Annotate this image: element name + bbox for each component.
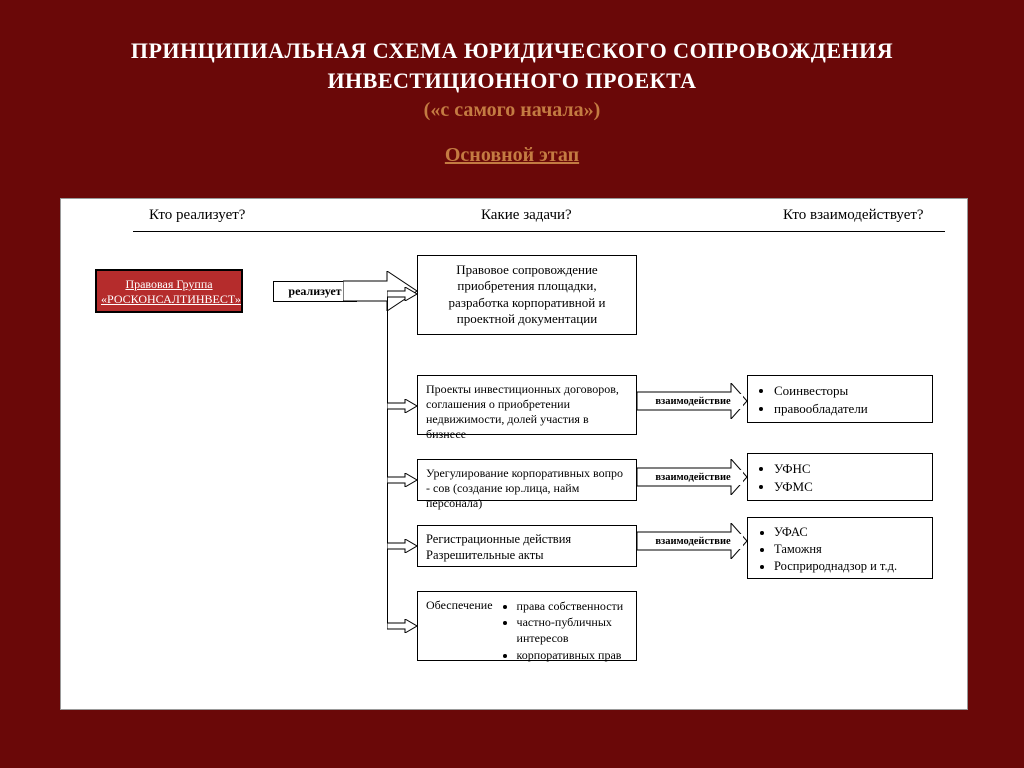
org-line1: Правовая Группа <box>125 277 212 291</box>
col-tasks: Какие задачи? <box>481 207 572 224</box>
twig-5 <box>387 619 417 633</box>
right-1: Соинвесторы правообладатели <box>747 375 933 423</box>
task-2: Проекты инвестиционных договоров, соглаш… <box>417 375 637 435</box>
diagram-canvas: Кто реализует? Какие задачи? Кто взаимод… <box>60 198 968 710</box>
subtitle: («с самого начала») <box>0 99 1024 122</box>
task-1: Правовое сопровождение приобретения площ… <box>417 255 637 335</box>
task-5: Обеспечение права собственности частно-п… <box>417 591 637 661</box>
right2-list: УФНС УФМС <box>756 460 924 495</box>
task5-item-1: частно-публичных интересов <box>517 614 628 646</box>
right2-item-0: УФНС <box>774 460 924 478</box>
right1-list: Соинвесторы правообладатели <box>756 382 924 417</box>
stage: Основной этап <box>0 144 1024 167</box>
col-who-interacts: Кто взаимодействует? <box>783 207 924 224</box>
twig-1 <box>387 287 417 301</box>
header-underline <box>133 231 945 232</box>
slide: ПРИНЦИПИАЛЬНАЯ СХЕМА ЮРИДИЧЕСКОГО СОПРОВ… <box>0 0 1024 768</box>
right3-item-2: Росприроднадзор и т.д. <box>774 558 924 575</box>
task-5-list: права собственности частно-публичных инт… <box>499 598 628 654</box>
trunk-line <box>387 294 388 626</box>
right1-item-1: правообладатели <box>774 400 924 418</box>
task-3: Урегулирование корпоративных вопро - сов… <box>417 459 637 501</box>
org-box: Правовая Группа «РОСКОНСАЛТИНВЕСТ» <box>95 269 243 313</box>
right-3: УФАС Таможня Росприроднадзор и т.д. <box>747 517 933 579</box>
twig-2 <box>387 399 417 413</box>
task-5-label: Обеспечение <box>426 598 493 654</box>
title-line-1: ПРИНЦИПИАЛЬНАЯ СХЕМА ЮРИДИЧЕСКОГО СОПРОВ… <box>0 36 1024 66</box>
title-block: ПРИНЦИПИАЛЬНАЯ СХЕМА ЮРИДИЧЕСКОГО СОПРОВ… <box>0 0 1024 167</box>
right3-list: УФАС Таможня Росприроднадзор и т.д. <box>756 524 924 575</box>
twig-3 <box>387 473 417 487</box>
inter-label-1: взаимодействие <box>643 394 743 409</box>
org-line2: «РОСКОНСАЛТИНВЕСТ» <box>101 292 241 306</box>
task5-item-2: корпоративных прав <box>517 647 628 663</box>
right-2: УФНС УФМС <box>747 453 933 501</box>
task5-item-0: права собственности <box>517 598 628 614</box>
twig-4 <box>387 539 417 553</box>
right3-item-0: УФАС <box>774 524 924 541</box>
right1-item-0: Соинвесторы <box>774 382 924 400</box>
right3-item-1: Таможня <box>774 541 924 558</box>
inter-label-3: взаимодействие <box>643 534 743 549</box>
inter-label-2: взаимодействие <box>643 470 743 485</box>
col-who-realizes: Кто реализует? <box>149 207 245 224</box>
task-4: Регистрационные действия Разрешительные … <box>417 525 637 567</box>
title-line-2: ИНВЕСТИЦИОННОГО ПРОЕКТА <box>0 66 1024 96</box>
right2-item-1: УФМС <box>774 478 924 496</box>
